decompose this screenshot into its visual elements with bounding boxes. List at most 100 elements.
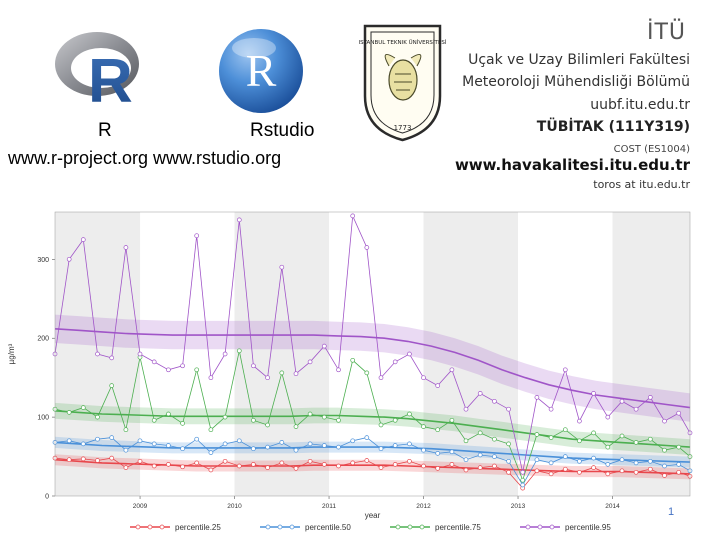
percentile.75-point — [676, 444, 682, 450]
percentile.50-point — [151, 441, 157, 447]
percentile.25-point — [80, 456, 86, 462]
percentile.95-point — [364, 245, 370, 250]
percentile.50-point — [647, 458, 653, 464]
percentile.25-point — [676, 469, 682, 475]
percentile.50-point — [421, 447, 426, 453]
percentile.50-point — [350, 438, 356, 444]
percentile.25-point — [336, 463, 341, 469]
percentile.50-point — [676, 462, 682, 467]
percentile.75-point — [577, 438, 582, 444]
percentile.25-point — [548, 471, 554, 477]
percentile.50-point — [208, 450, 214, 455]
percentile.95-point — [378, 375, 384, 381]
percentile.75-point — [166, 411, 171, 417]
percentile.50-point — [80, 441, 86, 447]
percentile.25-point — [662, 473, 667, 478]
percentile.95-point — [492, 398, 497, 404]
percentile.25-point — [208, 467, 214, 473]
percentile.95-point — [321, 343, 327, 349]
percentile.50-point — [378, 446, 384, 452]
percentile.75-point — [251, 417, 256, 423]
percentile.95-point — [95, 351, 100, 357]
percentile.95-point — [265, 375, 270, 381]
percentile.50-point — [619, 457, 625, 463]
percentile.75-point — [279, 370, 285, 376]
havakalitesi-site: www.havakalitesi.itu.edu.tr — [454, 156, 690, 174]
percentile.50-point — [222, 441, 228, 447]
r-label: R — [98, 120, 112, 141]
percentile.75-point — [194, 367, 200, 373]
percentile.25-series-line — [54, 457, 691, 489]
percentile.95-point — [251, 363, 256, 369]
percentile.50-point — [336, 444, 341, 450]
percentile.95-point — [562, 367, 568, 373]
percentile.75-legend-marker — [419, 524, 425, 530]
percentile.50-point — [251, 446, 256, 452]
percentile.50-point — [95, 436, 100, 442]
percentile.25-point — [633, 469, 639, 475]
percentile.75-legend-marker — [395, 524, 401, 530]
percentile.95-point — [336, 367, 341, 373]
percentile.50-point — [407, 441, 412, 447]
percentile.50-point — [307, 441, 313, 447]
percentile.25-point — [534, 468, 540, 474]
itu-title: İTÜ — [646, 20, 686, 45]
percentile.75-point — [350, 357, 356, 363]
percentile.50-series-line — [54, 437, 691, 486]
percentile.95-point — [662, 418, 667, 424]
rstudio-label: Rstudio — [250, 120, 315, 141]
percentile.75-point — [463, 438, 469, 444]
percentile.50-point — [492, 454, 497, 459]
percentile.95-point — [577, 418, 582, 424]
legend-label: percentile.25 — [175, 523, 221, 532]
svg-text:ISTANBUL TEKNIK ÜNİVERSİTESİ: ISTANBUL TEKNIK ÜNİVERSİTESİ — [359, 39, 447, 46]
percentile.50-point — [449, 449, 455, 455]
percentile.25-point — [66, 457, 72, 463]
percentile.75-point — [378, 422, 384, 428]
percentile.50-point — [364, 435, 370, 440]
department-name: Meteoroloji Mühendisliği Bölümü — [462, 74, 690, 90]
percentile.75-point — [80, 405, 86, 410]
percentile.75-point — [95, 414, 100, 420]
department-site: uubf.itu.edu.tr — [590, 97, 690, 113]
percentile.25-point — [619, 468, 625, 474]
rstudio-logo-icon: R — [219, 29, 303, 113]
x-tick-label: 2013 — [511, 503, 526, 510]
x-tick-label: 2012 — [416, 503, 431, 510]
percentile.50-point — [463, 457, 469, 463]
percentile.75-trend-line — [54, 410, 691, 448]
percentile.95-legend-marker — [525, 524, 531, 530]
svg-text:R: R — [246, 45, 277, 96]
percentile.75-point — [647, 436, 653, 442]
percentile.75-point — [562, 427, 568, 433]
percentile.25-point — [647, 466, 653, 472]
percentile.25-point — [435, 466, 441, 471]
percentile.95-point — [236, 217, 242, 223]
percentile.50-point — [534, 457, 540, 463]
percentile.50-point — [662, 463, 667, 469]
percentile.25-legend-marker — [159, 524, 165, 530]
percentile.75-point — [321, 414, 327, 420]
project-urls: www.r-project.org www.rstudio.org — [8, 148, 282, 168]
faculty-name: Uçak ve Uzay Bilimleri Fakültesi — [468, 52, 690, 68]
percentile.75-point — [307, 411, 313, 417]
percentile.75-point — [236, 348, 242, 354]
x-axis-title: year — [365, 511, 381, 520]
svg-text:R: R — [88, 47, 133, 112]
percentile.25-point — [477, 465, 483, 470]
percentile.95-point — [123, 245, 129, 250]
percentile.25-point — [95, 458, 100, 463]
percentile.95-point — [307, 359, 313, 365]
percentile.50-point — [562, 454, 568, 459]
legend-label: percentile.95 — [565, 523, 611, 532]
y-axis-title: µg/m³ — [7, 343, 16, 364]
percentile.95-point — [421, 375, 426, 381]
r-logo-icon: R — [55, 32, 139, 112]
percentile.50-point — [435, 451, 441, 456]
percentile.75-point — [591, 430, 596, 436]
percentile.25-point — [577, 469, 582, 475]
percentile.25-legend-marker — [135, 524, 141, 530]
percentile.50-confidence-band — [55, 436, 690, 468]
percentile.95-point — [194, 233, 200, 239]
percentile.75-point — [477, 430, 483, 436]
